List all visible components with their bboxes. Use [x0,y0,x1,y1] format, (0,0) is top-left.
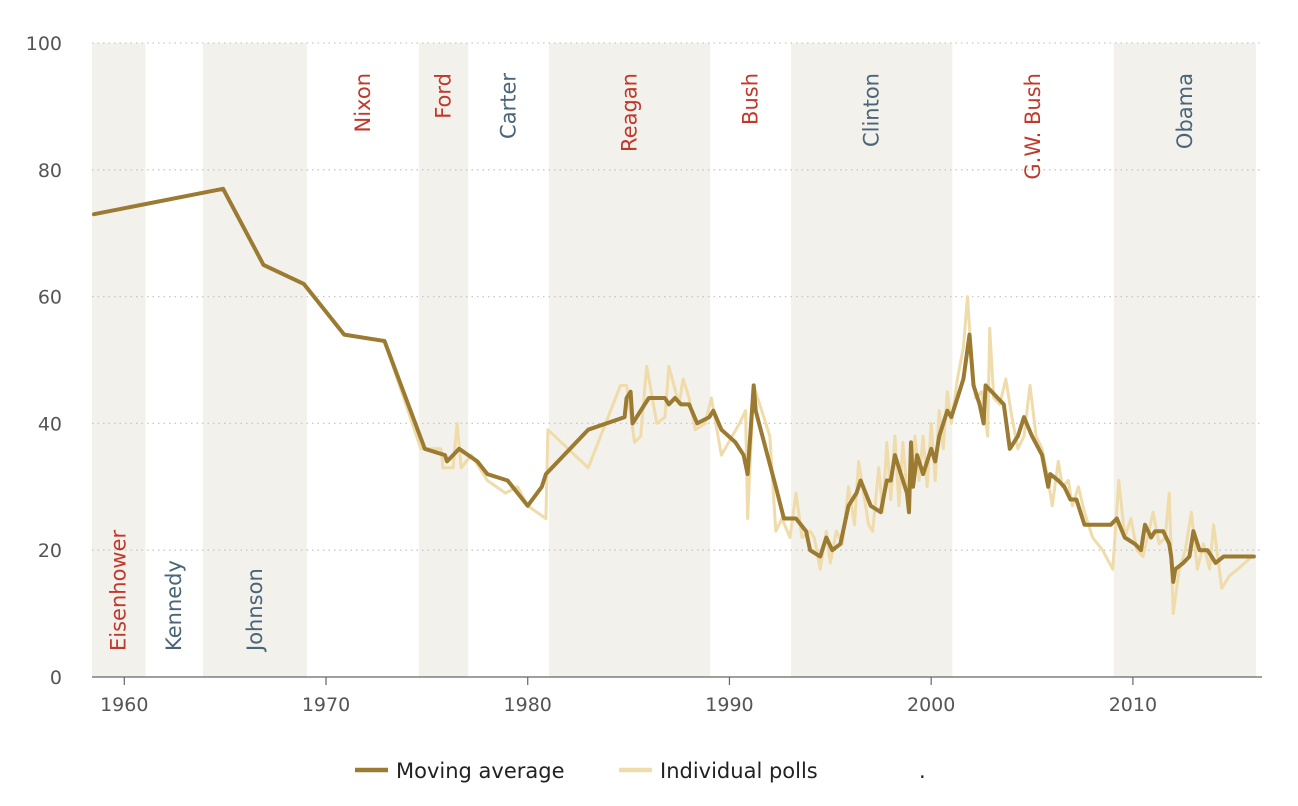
x-tick-label-5: 2010 [1109,694,1157,716]
president-label-10: Obama [1173,73,1197,149]
y-tick-label-4: 80 [38,160,62,182]
x-tick-label-0: 1960 [100,694,148,716]
president-labels: Eisenhower Kennedy Johnson Nixon Ford Carter R… [107,73,1197,653]
y-tick-label-0: 0 [50,667,62,689]
president-band-0 [92,43,146,677]
y-tick-label-5: 100 [26,33,62,55]
president-band-8 [790,43,953,677]
series-line-moving-average [92,186,1256,584]
series-line-individual-polls [92,187,1254,616]
legend-extra-mark: . [919,759,926,783]
president-label-7: Bush [739,73,763,125]
legend: Moving average Individual polls. [355,759,926,783]
president-label-9: G.W. Bush [1021,73,1045,180]
grid-lines [92,42,1262,551]
x-tick-label-1: 1970 [302,694,350,716]
y-tick-label-3: 60 [38,287,62,309]
series-layer [92,186,1256,616]
president-band-2 [202,43,307,677]
legend-label-individual-polls: Individual polls [660,759,818,783]
president-band-4 [418,43,469,677]
president-label-3: Nixon [351,73,375,132]
president-label-2: Johnson [243,568,267,653]
y-tick-label-2: 40 [38,413,62,435]
president-label-6: Reagan [618,73,642,152]
president-label-1: Kennedy [162,560,186,651]
president-label-8: Clinton [860,73,884,147]
x-tick-label-4: 2000 [907,694,955,716]
president-band-10 [1113,43,1256,677]
x-tick-label-3: 1990 [705,694,753,716]
president-label-4: Ford [432,73,456,119]
president-bands [92,43,1256,677]
y-tick-label-1: 20 [38,540,62,562]
president-label-5: Carter [497,73,521,139]
axes: 0 20 40 60 80 100 1960 1970 1980 1990 2000 2010 [26,33,1262,716]
president-label-0: Eisenhower [107,529,131,651]
legend-label-moving-average: Moving average [396,759,565,783]
x-tick-label-2: 1980 [504,694,552,716]
president-band-6 [548,43,711,677]
